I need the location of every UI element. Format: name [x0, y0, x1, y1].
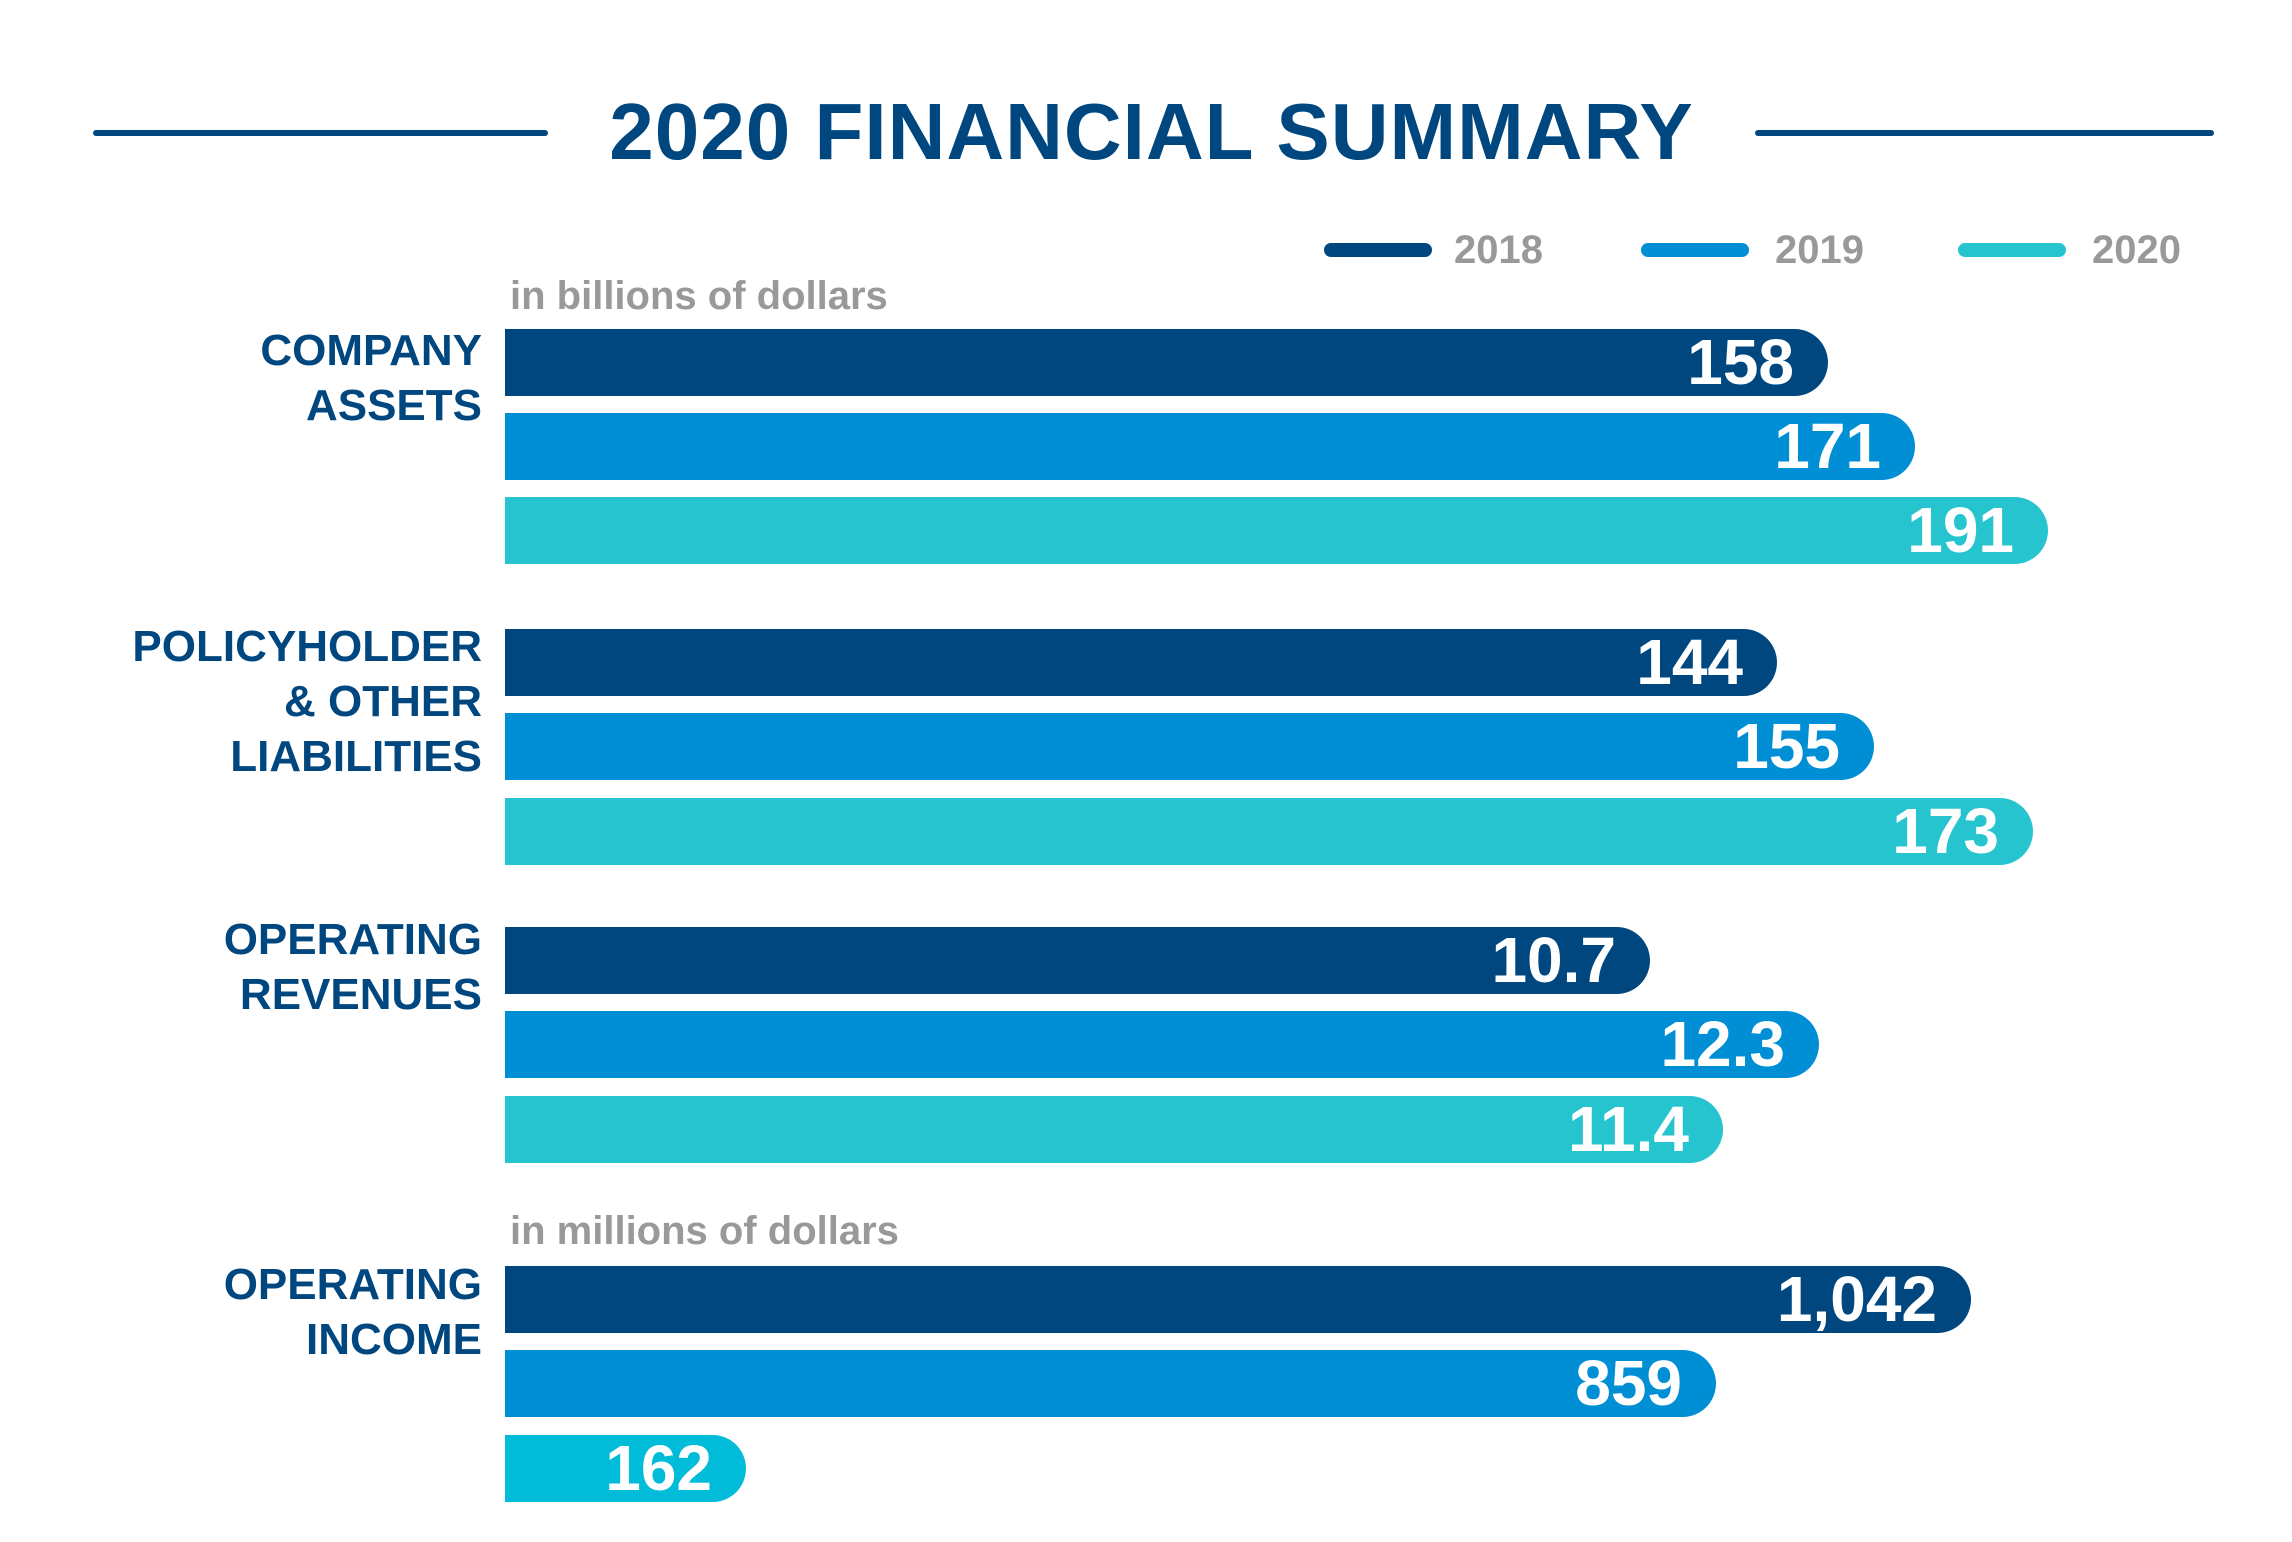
bar-assets-2018: 158 — [505, 329, 1828, 396]
legend-label-2019: 2019 — [1775, 228, 1864, 272]
category-line: & OTHER — [284, 677, 482, 726]
category-line: COMPANY — [260, 326, 482, 375]
title-rule-right — [1755, 130, 2214, 136]
bar-liabilities-2018: 144 — [505, 629, 1777, 696]
legend-label-2018: 2018 — [1454, 228, 1543, 272]
category-line: OPERATING — [223, 1260, 482, 1309]
bar-income-2018: 1,042 — [505, 1266, 1971, 1333]
category-line: INCOME — [306, 1315, 482, 1364]
category-line: OPERATING — [223, 915, 482, 964]
bar-assets-2019: 171 — [505, 413, 1915, 480]
category-line: ASSETS — [305, 381, 482, 430]
category-line: POLICYHOLDER — [132, 622, 482, 671]
title-rule-left — [93, 130, 548, 136]
category-label-operating-income: OPERATING INCOME — [224, 1257, 482, 1367]
chart-title: 2020 FINANCIAL SUMMARY — [609, 87, 1694, 176]
bar-liabilities-2020: 173 — [505, 798, 2033, 865]
bar-liabilities-2019: 155 — [505, 713, 1874, 780]
bar-revenues-2020: 11.4 — [505, 1096, 1723, 1163]
legend-swatch-2020 — [1958, 243, 2066, 257]
unit-billions: in billions of dollars — [510, 274, 888, 318]
bar-income-2020: 162 — [505, 1435, 746, 1502]
unit-millions: in millions of dollars — [510, 1209, 899, 1253]
category-label-liabilities: POLICYHOLDER & OTHER LIABILITIES — [132, 619, 482, 784]
bar-assets-2020: 191 — [505, 497, 2048, 564]
category-line: LIABILITIES — [230, 732, 482, 781]
legend-swatch-2019 — [1641, 243, 1749, 257]
category-line: REVENUES — [239, 970, 482, 1019]
bar-revenues-2018: 10.7 — [505, 927, 1650, 994]
legend-swatch-2018 — [1324, 243, 1432, 257]
category-label-operating-revenues: OPERATING REVENUES — [224, 912, 482, 1022]
category-label-company-assets: COMPANY ASSETS — [260, 323, 482, 433]
legend-label-2020: 2020 — [2092, 228, 2181, 272]
bar-income-2019: 859 — [505, 1350, 1716, 1417]
bar-revenues-2019: 12.3 — [505, 1011, 1819, 1078]
